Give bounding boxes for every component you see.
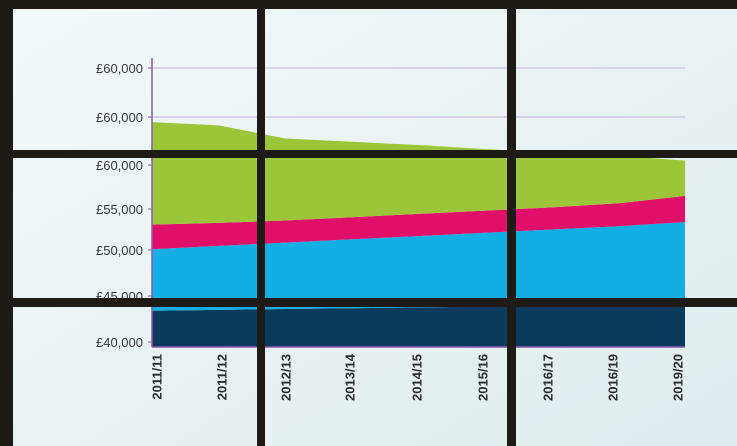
y-tick-label: £60,000 xyxy=(96,61,143,76)
y-tick-label: £50,000 xyxy=(96,243,143,258)
y-tick-label: £55,000 xyxy=(96,202,143,217)
x-tick-label: 2016/17 xyxy=(540,354,555,401)
x-tick-label: 2011/12 xyxy=(214,354,229,400)
bezel-top xyxy=(0,0,737,9)
y-tick-label: £40,000 xyxy=(96,335,143,350)
bezel-row-2 xyxy=(0,298,737,307)
x-tick-label: 2015/16 xyxy=(475,354,490,401)
area-series-0 xyxy=(152,304,685,347)
x-tick-label: 2014/15 xyxy=(409,354,424,401)
bezel-left xyxy=(0,0,13,446)
y-tick-label: £60,000 xyxy=(96,110,143,125)
x-tick-label: 2013/14 xyxy=(342,353,357,401)
bezel-row-1 xyxy=(0,150,737,158)
area-series-1 xyxy=(152,222,685,311)
x-tick-labels: 2011/11 2011/12 2012/13 2013/14 2014/15 2015/… xyxy=(149,353,685,401)
area-series-3 xyxy=(152,122,685,225)
area-series-2 xyxy=(152,195,685,250)
x-tick-label: 2012/13 xyxy=(278,354,293,401)
bezel-col-2 xyxy=(507,0,516,446)
y-tick-label: £60,000 xyxy=(96,158,143,173)
bezel-col-1 xyxy=(257,0,265,446)
y-tick-labels: £60,000£60,000£60,000£55,000£50,000£45,0… xyxy=(96,61,152,350)
x-tick-label: 2019/20 xyxy=(670,354,685,401)
x-tick-label: 2011/11 xyxy=(149,354,164,400)
x-tick-label: 2016/19 xyxy=(605,354,620,401)
area-series xyxy=(152,122,685,347)
